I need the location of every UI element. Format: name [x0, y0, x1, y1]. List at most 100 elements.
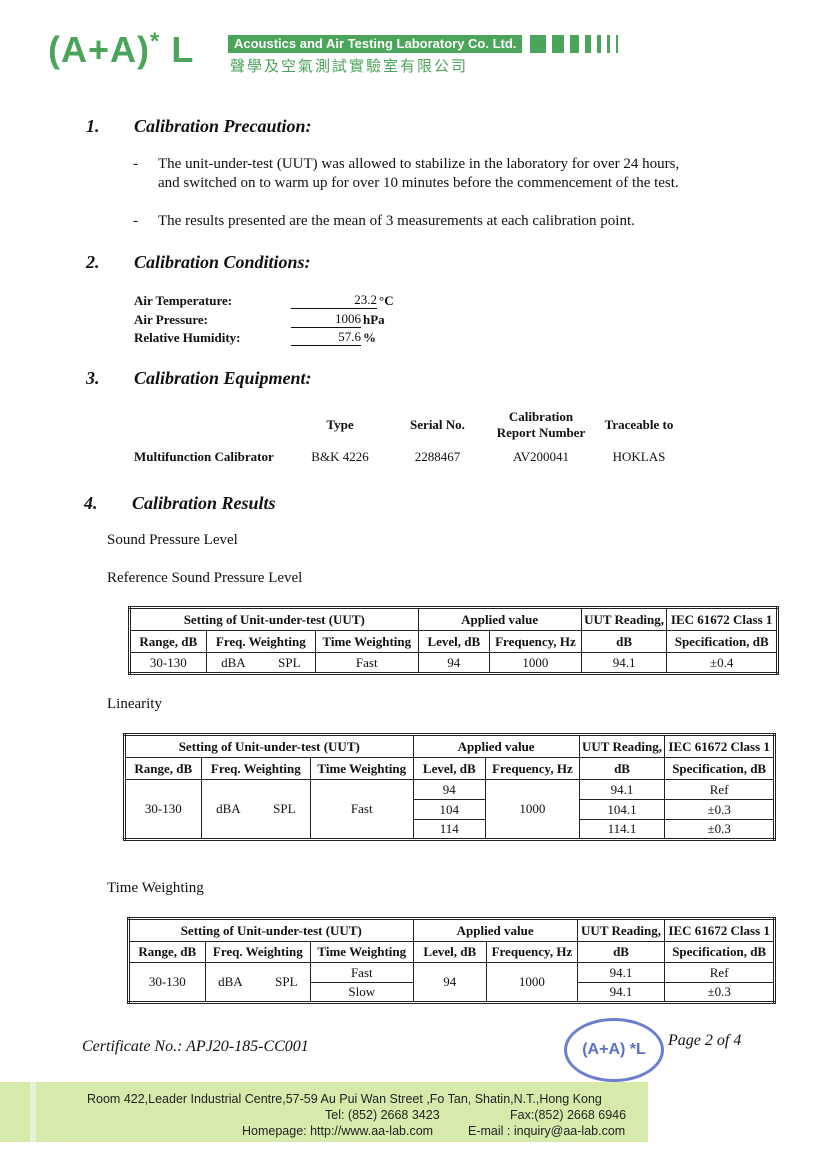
header-cell: Time Weighting	[310, 757, 414, 780]
lab-stamp: (A+A) *L	[564, 1018, 664, 1082]
cell: Slow	[310, 982, 414, 1003]
condition-row: Air Temperature: 23.2 °C	[134, 292, 394, 309]
table-row: 114 114.1 ±0.3	[125, 819, 775, 840]
subheading: Time Weighting	[107, 880, 204, 896]
subheading: Reference Sound Pressure Level	[107, 570, 303, 586]
linearity-table: Setting of Unit-under-test (UUT) Applied …	[123, 733, 776, 841]
bullet-dash: -	[133, 156, 138, 172]
header-cell: Freq. Weighting	[200, 757, 312, 780]
cell: 94	[412, 962, 488, 1003]
cell: dBA SPL	[205, 652, 317, 674]
logo-stripes	[530, 35, 619, 53]
header-cell: Range, dB	[128, 941, 206, 963]
cell: 94.1	[578, 779, 666, 800]
cell: Fast	[310, 962, 414, 983]
header-cell: Applied value	[412, 918, 578, 942]
header-cell: Freq. Weighting	[204, 941, 312, 963]
table-row: 30-130 dBA SPL Fast 94 1000 94.1 Ref	[124, 779, 775, 840]
header-cell: Specification, dB	[664, 757, 775, 780]
header-cell: Level, dB	[417, 630, 491, 653]
section-title: Calibration Results	[132, 493, 276, 513]
cell: 94	[412, 779, 487, 800]
equipment-header: Type	[326, 417, 354, 432]
header-cell: Frequency, Hz	[485, 757, 580, 780]
header-cell: Freq. Weighting	[205, 630, 317, 653]
header-cell: IEC 61672 Class 1	[666, 607, 778, 631]
cell: ±0.4	[666, 652, 778, 674]
bullet-text: The unit-under-test (UUT) was allowed to…	[158, 156, 680, 172]
cell: dBA SPL	[204, 962, 312, 1003]
header-cell: Frequency, Hz	[489, 630, 582, 653]
certificate-number: Certificate No.: APJ20-185-CC001	[82, 1038, 309, 1055]
condition-unit: °C	[379, 293, 394, 308]
cell: 104	[412, 799, 487, 820]
footer-email: E-mail : inquiry@aa-lab.com	[468, 1124, 626, 1138]
footer-fax: Fax:(852) 2668 6946	[510, 1108, 627, 1122]
condition-label: Relative Humidity:	[134, 330, 241, 345]
header-cell: dB	[576, 941, 666, 963]
table-row: 30-130 dBA SPL Fast 94 1000 94.1 Ref	[128, 962, 775, 1003]
condition-label: Air Temperature:	[134, 293, 233, 308]
header-cell: dB	[580, 630, 668, 653]
cell: dBA SPL	[200, 779, 312, 840]
cell: 30-130	[124, 779, 202, 840]
header-cell: IEC 61672 Class 1	[664, 734, 775, 758]
condition-row: Relative Humidity: 57.6 %	[134, 329, 376, 346]
header-cell: UUT Reading,	[578, 734, 666, 758]
condition-value: 1006	[291, 311, 361, 328]
footer-band	[0, 1082, 648, 1142]
section-number: 4.	[84, 493, 98, 513]
bullet-dash: -	[133, 213, 138, 229]
reference-spl-table: Setting of Unit-under-test (UUT) Applied …	[128, 606, 779, 675]
footer-stripe	[30, 1082, 36, 1142]
equipment-traceable: HOKLAS	[612, 449, 666, 464]
cell: Fast	[310, 779, 414, 840]
header-cell: Applied value	[412, 734, 580, 758]
header-cell: IEC 61672 Class 1	[664, 918, 775, 942]
cell: 104.1	[578, 799, 666, 820]
equipment-header: Calibration	[508, 409, 574, 424]
condition-value: 23.2	[291, 292, 377, 309]
header-cell: Level, dB	[412, 941, 488, 963]
cell: 114.1	[578, 819, 666, 840]
cell: 94.1	[576, 982, 666, 1003]
cell: 1000	[485, 779, 580, 840]
header-cell: Applied value	[417, 607, 582, 631]
condition-unit: hPa	[363, 312, 385, 327]
header-cell: Setting of Unit-under-test (UUT)	[124, 734, 414, 758]
section-title: Calibration Precaution:	[134, 116, 312, 136]
cell: 1000	[486, 962, 578, 1003]
company-name-en: Acoustics and Air Testing Laboratory Co.…	[228, 35, 523, 53]
footer-tel: Tel: (852) 2668 3423	[325, 1108, 440, 1122]
cell: Ref	[664, 962, 775, 983]
cell: 30-130	[128, 962, 206, 1003]
company-logo: (A+A)* L	[48, 28, 195, 70]
cell: ±0.3	[664, 819, 775, 840]
condition-row: Air Pressure: 1006 hPa	[134, 311, 385, 328]
condition-label: Air Pressure:	[134, 312, 209, 327]
section-title: Calibration Conditions:	[134, 252, 311, 272]
equipment-report: AV200041	[512, 449, 570, 464]
section-number: 3.	[86, 368, 100, 388]
equipment-header: Traceable to	[604, 417, 674, 432]
header-cell: UUT Reading,	[580, 607, 668, 631]
bullet-text: The results presented are the mean of 3 …	[158, 213, 635, 229]
header-cell: Time Weighting	[310, 941, 414, 963]
table-row: Slow 94.1 ±0.3	[129, 982, 775, 1003]
header-cell: Range, dB	[124, 757, 202, 780]
header-cell: Setting of Unit-under-test (UUT)	[128, 918, 414, 942]
cell: ±0.3	[664, 799, 775, 820]
cell: Ref	[664, 779, 775, 800]
section-number: 2.	[86, 252, 100, 272]
table-row: 30-130 dBA SPL Fast 94 1000 94.1 ±0.4	[129, 652, 778, 674]
cell: Fast	[315, 652, 419, 674]
equipment-type: B&K 4226	[311, 449, 369, 464]
header-cell: UUT Reading,	[576, 918, 666, 942]
equipment-serial: 2288467	[414, 449, 461, 464]
cell: ±0.3	[664, 982, 775, 1003]
section-number: 1.	[86, 116, 100, 136]
equipment-name: Multifunction Calibrator	[134, 449, 274, 464]
cell: 30-130	[129, 652, 207, 674]
subheading: Sound Pressure Level	[107, 532, 238, 548]
